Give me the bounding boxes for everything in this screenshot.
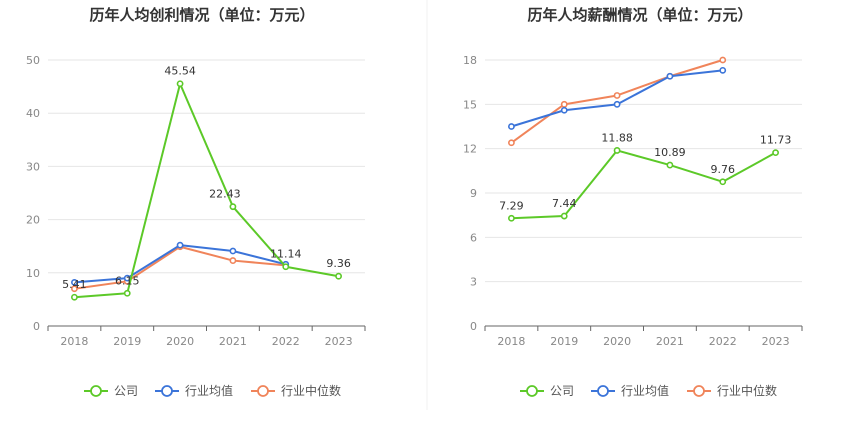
data-label: 11.14 <box>270 248 302 261</box>
data-point-industry-median <box>508 139 515 147</box>
data-point-company <box>508 214 515 222</box>
data-point-industry-median <box>229 257 237 264</box>
data-point-industry-avg <box>123 274 131 282</box>
x-tick-label: 2022 <box>272 335 300 348</box>
data-label: 11.88 <box>601 131 633 144</box>
data-point-industry-avg <box>560 106 568 114</box>
y-tick-label: 3 <box>470 276 477 289</box>
x-tick-label: 2018 <box>60 335 88 348</box>
data-point-company <box>71 293 78 301</box>
data-point-industry-median <box>560 100 568 108</box>
data-point-industry-avg <box>508 123 515 130</box>
y-tick-label: 6 <box>470 231 477 244</box>
x-tick-label: 2023 <box>325 335 353 348</box>
legend-label: 公司 <box>114 384 138 398</box>
data-point-industry-avg <box>719 66 727 74</box>
data-point-company <box>666 161 674 169</box>
legend-item-company[interactable]: 公司 <box>84 384 138 398</box>
chart-panel-1: 历年人均创利情况（单位：万元） 0 10 20 30 40 50 2018 2019 2020 20… <box>26 6 366 398</box>
data-point-company <box>560 212 568 220</box>
y-tick-label: 20 <box>26 214 40 227</box>
legend-label: 行业中位数 <box>717 383 777 398</box>
y-tick-label: 0 <box>33 320 40 333</box>
legend-swatch-marker <box>257 385 269 397</box>
series-line-company <box>511 149 777 220</box>
x-tick-label: 2018 <box>497 335 525 348</box>
data-label: 45.54 <box>164 65 196 78</box>
data-point-company <box>123 289 131 297</box>
y-tick-label: 30 <box>26 160 40 173</box>
series-line-industry-avg <box>74 244 286 284</box>
x-tick-label: 2021 <box>219 335 247 348</box>
y-tick-label: 40 <box>26 107 40 120</box>
y-tick-label: 50 <box>26 54 40 67</box>
data-point-industry-median <box>71 285 78 293</box>
data-point-industry-median <box>719 56 727 64</box>
data-point-industry-avg <box>71 278 78 286</box>
legend-item-industry-avg[interactable]: 行业均值 <box>591 383 669 398</box>
legend-swatch-marker <box>597 385 609 397</box>
legend-item-industry-median[interactable]: 行业中位数 <box>251 383 341 398</box>
data-point-company <box>229 203 237 211</box>
x-tick-label: 2021 <box>656 335 684 348</box>
chart-panel-2: 历年人均薪酬情况（单位：万元） 0 3 6 9 12 15 18 2018 2019 2020 202… <box>463 6 803 398</box>
legend-label: 公司 <box>550 384 574 398</box>
y-tick-label: 12 <box>463 143 477 156</box>
legend-item-company[interactable]: 公司 <box>520 384 574 398</box>
series-line-company <box>74 82 339 299</box>
data-point-industry-avg <box>613 100 621 108</box>
chart-title: 历年人均薪酬情况（单位：万元） <box>527 6 752 24</box>
legend-swatch-marker <box>90 385 102 397</box>
chart-title: 历年人均创利情况（单位：万元） <box>89 6 314 24</box>
x-tick-label: 2019 <box>550 335 578 348</box>
data-point-company <box>772 149 779 157</box>
legend-swatch-marker <box>693 385 705 397</box>
data-label: 7.44 <box>552 197 577 210</box>
data-point-industry-median <box>613 92 621 99</box>
data-point-company <box>335 272 342 280</box>
legend-label: 行业均值 <box>185 383 233 398</box>
data-label: 9.76 <box>711 163 736 176</box>
legend-swatch-marker <box>526 385 538 397</box>
data-label: 7.29 <box>499 199 524 212</box>
data-point-company <box>176 80 184 88</box>
x-tick-label: 2023 <box>762 335 790 348</box>
y-tick-label: 10 <box>26 267 40 280</box>
data-label: 6.15 <box>115 274 140 287</box>
data-point-company <box>613 147 621 154</box>
y-tick-label: 9 <box>470 187 477 200</box>
x-tick-label: 2019 <box>113 335 141 348</box>
data-point-industry-avg <box>176 241 184 249</box>
legend-label: 行业中位数 <box>281 383 341 398</box>
x-tick-label: 2020 <box>166 335 194 348</box>
legend-swatch-marker <box>161 385 173 397</box>
data-point-company <box>719 178 727 186</box>
legend-item-industry-median[interactable]: 行业中位数 <box>687 383 777 398</box>
y-tick-label: 0 <box>470 320 477 333</box>
data-label: 5.41 <box>62 278 87 291</box>
y-tick-label: 15 <box>463 98 477 111</box>
data-label: 9.36 <box>326 257 351 270</box>
x-tick-label: 2022 <box>709 335 737 348</box>
data-point-industry-avg <box>229 247 237 255</box>
data-point-industry-avg <box>666 72 674 80</box>
legend-label: 行业均值 <box>621 383 669 398</box>
legend-item-industry-avg[interactable]: 行业均值 <box>155 383 233 398</box>
data-label: 22.43 <box>209 188 241 201</box>
y-tick-label: 18 <box>463 54 477 67</box>
data-label: 11.73 <box>760 134 792 147</box>
series-line-industry-median <box>74 245 286 290</box>
data-label: 10.89 <box>654 146 686 159</box>
x-tick-label: 2020 <box>603 335 631 348</box>
data-point-company <box>282 263 290 271</box>
